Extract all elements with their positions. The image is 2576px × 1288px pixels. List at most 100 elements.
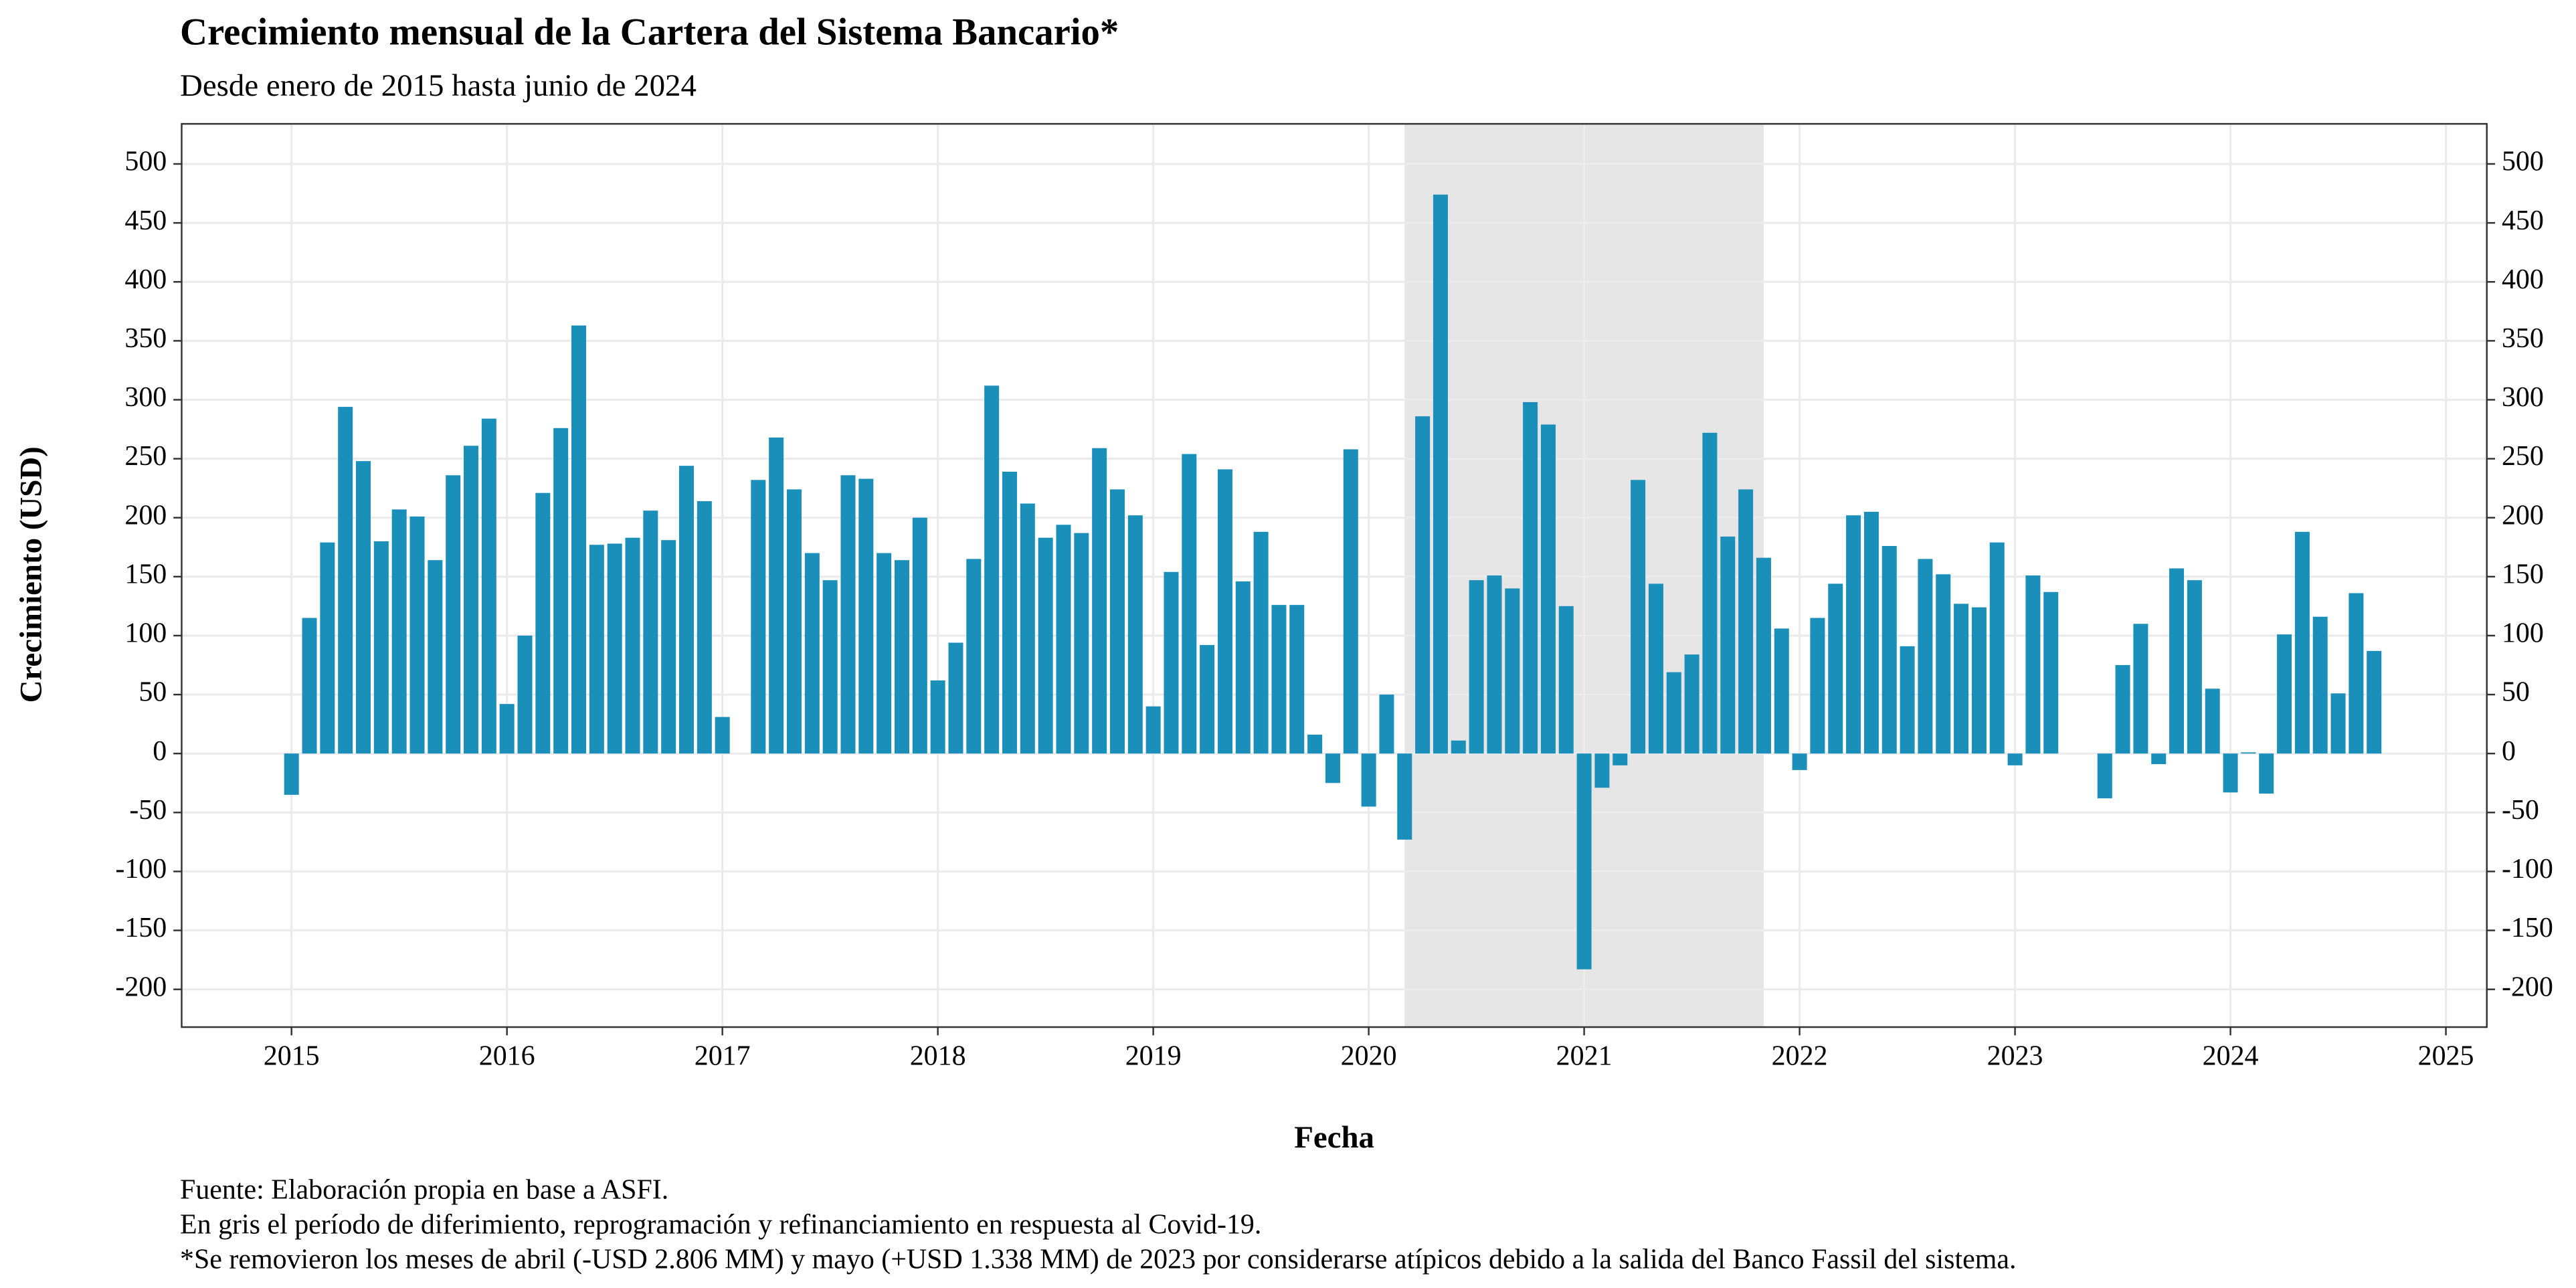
chart-subtitle: Desde enero de 2015 hasta junio de 2024 — [180, 68, 697, 103]
bar — [1666, 672, 1681, 754]
x-tick-label: 2020 — [1341, 1041, 1397, 1072]
bar — [284, 753, 299, 795]
bar — [1271, 605, 1287, 754]
y2-tick-label: -50 — [2502, 795, 2539, 826]
bar — [446, 475, 461, 754]
y-tick-label: 300 — [124, 382, 167, 413]
y2-tick-label: 300 — [2502, 382, 2544, 413]
bar — [2151, 753, 2167, 765]
bar — [1863, 511, 1879, 754]
x-axis-label: Fecha — [1294, 1120, 1374, 1155]
bar — [822, 580, 838, 754]
bar — [1379, 695, 1394, 754]
bar — [678, 466, 694, 754]
bar — [1540, 424, 1556, 754]
bar — [1505, 588, 1520, 754]
bar — [661, 540, 676, 754]
y-tick-label: 50 — [139, 677, 167, 708]
y-tick-label: 350 — [124, 323, 167, 354]
bar — [428, 560, 443, 754]
bar — [912, 517, 927, 754]
bar — [1828, 583, 1843, 754]
y2-tick-label: 450 — [2502, 205, 2544, 236]
bar — [2312, 616, 2328, 754]
x-tick-label: 2017 — [695, 1041, 751, 1072]
bar — [984, 385, 1000, 754]
bar — [1109, 489, 1125, 754]
bar — [2169, 568, 2185, 754]
y-tick-label: -200 — [115, 972, 167, 1002]
bar — [1038, 537, 1053, 754]
bar — [571, 325, 587, 754]
caption: En gris el período de diferimiento, repr… — [180, 1210, 1261, 1240]
bar — [948, 642, 963, 754]
y2-tick-label: 100 — [2502, 618, 2544, 649]
y-tick-label: 100 — [124, 618, 167, 649]
bar — [391, 509, 407, 754]
bar — [1469, 580, 1484, 754]
bar — [1936, 574, 1951, 754]
bar — [2115, 665, 2130, 754]
bar — [1846, 515, 1861, 754]
bar — [1631, 480, 1646, 754]
bar — [1289, 605, 1305, 754]
bar — [2367, 650, 2382, 754]
bar — [1325, 753, 1340, 784]
bar — [2187, 580, 2202, 754]
y2-tick-label: -150 — [2502, 913, 2553, 943]
bar — [1433, 194, 1448, 754]
bar — [1127, 515, 1143, 754]
bar — [894, 560, 909, 754]
y-tick-label: 0 — [153, 736, 167, 767]
y2-tick-label: 150 — [2502, 559, 2544, 589]
bar — [1918, 559, 1933, 754]
bar — [517, 635, 533, 754]
bar — [2349, 593, 2364, 754]
bar — [2133, 624, 2148, 754]
bar — [2330, 693, 2346, 754]
y-tick-label: 250 — [124, 441, 167, 472]
y-tick-label: 200 — [124, 500, 167, 531]
bar — [966, 559, 982, 754]
panel-border — [181, 122, 2488, 1028]
bar — [589, 545, 604, 754]
bar — [302, 618, 317, 754]
bar — [1200, 645, 1215, 754]
bar — [1056, 525, 1071, 754]
bar — [643, 511, 658, 754]
bar — [1756, 557, 1771, 754]
x-tick-label: 2024 — [2203, 1041, 2259, 1072]
bar — [1523, 402, 1538, 754]
y-tick-label: 150 — [124, 559, 167, 589]
bar — [1020, 503, 1035, 754]
bar — [338, 407, 353, 754]
bar — [715, 717, 730, 754]
bar — [1702, 432, 1718, 754]
bar — [1810, 618, 1825, 754]
x-tick-label: 2021 — [1556, 1041, 1613, 1072]
caption: *Se removieron los meses de abril (-USD … — [180, 1244, 2016, 1275]
y2-tick-label: 400 — [2502, 264, 2544, 295]
bar — [2241, 752, 2256, 754]
bar — [877, 553, 892, 754]
y-tick-label: 500 — [124, 147, 167, 177]
bar — [2223, 753, 2238, 793]
y2-tick-label: -100 — [2502, 854, 2553, 885]
y-tick-label: 450 — [124, 205, 167, 236]
bar — [481, 418, 496, 754]
bar — [1145, 706, 1161, 754]
bar — [1415, 416, 1431, 754]
bar — [1235, 581, 1251, 754]
chart-title: Crecimiento mensual de la Cartera del Si… — [180, 11, 1119, 54]
bar — [858, 478, 874, 754]
bar — [1451, 740, 1466, 754]
bar — [356, 461, 371, 754]
bar — [553, 428, 569, 754]
bar — [1092, 448, 1107, 754]
x-tick-label: 2015 — [264, 1041, 320, 1072]
bar — [1217, 469, 1232, 754]
bar — [697, 501, 712, 754]
bar — [840, 475, 856, 754]
bar — [1594, 753, 1610, 788]
